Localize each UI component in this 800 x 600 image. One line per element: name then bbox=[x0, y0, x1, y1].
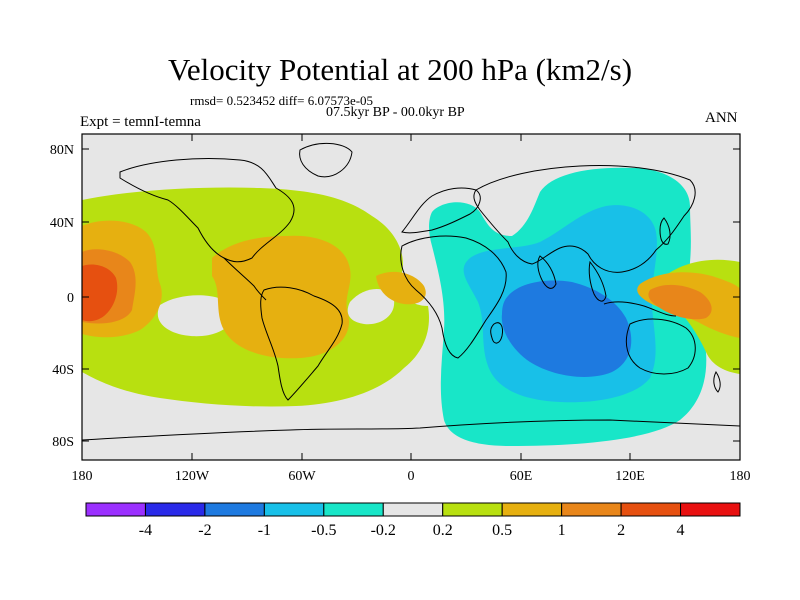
coast-southeast-asia bbox=[588, 260, 607, 302]
coast-antarctica bbox=[82, 419, 740, 441]
lon-label-180e: 180 bbox=[730, 469, 751, 484]
colorbar-label: 4 bbox=[677, 522, 685, 539]
coast-new-zealand bbox=[713, 371, 721, 393]
coast-south-america bbox=[260, 286, 343, 401]
stats-text: rmsd= 0.523452 diff= 6.07573e-05 bbox=[190, 93, 374, 108]
lon-label-120w: 120W bbox=[175, 469, 210, 484]
period-text: 07.5kyr BP - 00.0kyr BP bbox=[326, 105, 465, 120]
colorbar: -4 -2 -1 -0.5 -0.2 0.2 0.5 1 2 4 bbox=[85, 502, 741, 539]
coast-japan bbox=[659, 217, 671, 245]
colorbar-swatch bbox=[620, 502, 682, 517]
negative-region-1 bbox=[501, 280, 632, 377]
lon-label-60w: 60W bbox=[288, 469, 316, 484]
neutral-hole-atlantic bbox=[347, 289, 395, 325]
colorbar-swatch bbox=[323, 502, 384, 517]
colorbar-label: -4 bbox=[139, 522, 152, 539]
neutral-hole-pacific bbox=[157, 295, 236, 337]
colorbar-swatch bbox=[85, 502, 146, 517]
contour-field bbox=[82, 134, 740, 460]
coast-india bbox=[537, 255, 557, 289]
coast-greenland bbox=[299, 143, 353, 178]
lat-label-80s: 80S bbox=[52, 435, 74, 450]
lat-label-40s: 40S bbox=[52, 363, 74, 378]
colorbar-label: -0.2 bbox=[371, 522, 396, 539]
colorbar-swatch bbox=[382, 502, 444, 517]
lon-label-60e: 60E bbox=[510, 469, 533, 484]
coast-madagascar bbox=[490, 322, 503, 344]
coast-asia bbox=[473, 165, 696, 273]
colorbar-swatch bbox=[680, 502, 741, 517]
colorbar-swatch bbox=[263, 502, 325, 517]
lon-ticks bbox=[81, 134, 741, 460]
coast-europe bbox=[401, 187, 481, 234]
coast-australia bbox=[625, 318, 696, 375]
season-label: ANN bbox=[705, 110, 738, 126]
positive-region-wpac-1 bbox=[648, 284, 712, 320]
positive-region-2-west bbox=[82, 264, 118, 322]
colorbar-label: 2 bbox=[617, 522, 625, 539]
colorbar-label: -2 bbox=[198, 522, 211, 539]
colorbar-label: 1 bbox=[558, 522, 566, 539]
colorbar-label: -0.5 bbox=[311, 522, 336, 539]
colorbar-swatch bbox=[561, 502, 622, 517]
lat-label-40n: 40N bbox=[50, 216, 74, 231]
experiment-label: Expt = temnI-temna bbox=[80, 114, 201, 130]
lon-label-120e: 120E bbox=[615, 469, 645, 484]
coast-indonesia bbox=[603, 301, 677, 317]
lat-label-80n: 80N bbox=[50, 143, 74, 158]
colorbar-label: 0.2 bbox=[433, 522, 453, 539]
plot-title: Velocity Potential at 200 hPa (km2/s) bbox=[167, 52, 633, 87]
colorbar-swatch bbox=[204, 502, 265, 517]
lat-label-0: 0 bbox=[67, 291, 74, 306]
lat-ticks bbox=[82, 148, 740, 442]
colorbar-swatch bbox=[442, 502, 503, 517]
coast-africa bbox=[400, 235, 507, 359]
positive-region-0p5-atlantic bbox=[376, 271, 426, 305]
colorbar-label: -1 bbox=[258, 522, 271, 539]
lon-label-180w: 180 bbox=[72, 469, 93, 484]
colorbar-swatch bbox=[144, 502, 206, 517]
coast-central-america bbox=[223, 257, 267, 301]
coast-north-america bbox=[119, 158, 295, 263]
colorbar-label: 0.5 bbox=[492, 522, 512, 539]
positive-region-0p5-america bbox=[212, 235, 351, 359]
lon-label-0: 0 bbox=[408, 469, 415, 484]
coastlines bbox=[82, 143, 740, 441]
colorbar-swatch bbox=[501, 502, 563, 517]
